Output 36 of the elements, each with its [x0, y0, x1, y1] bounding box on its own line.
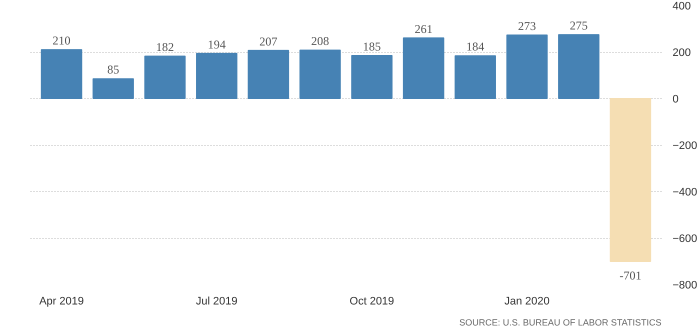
x-tick-label: Jan 2020 [504, 296, 550, 308]
y-tick-label: −200 [672, 140, 698, 152]
data-label: 275 [570, 18, 588, 33]
bar [558, 34, 600, 99]
data-label: 182 [156, 40, 174, 54]
y-tick-label: 400 [672, 0, 691, 12]
data-label: 185 [362, 39, 381, 54]
bar [506, 34, 548, 99]
data-label: 194 [208, 37, 226, 52]
x-tick-label: Apr 2019 [39, 296, 84, 308]
data-label: 210 [52, 34, 71, 48]
bar [351, 54, 393, 99]
data-label: 208 [311, 34, 330, 48]
source-note: SOURCE: U.S. BUREAU OF LABOR STATISTICS [459, 318, 662, 328]
data-label: -701 [619, 268, 642, 282]
bar [92, 78, 134, 99]
y-tick-label: −400 [672, 186, 698, 198]
bar [196, 52, 238, 99]
bar [402, 37, 444, 99]
x-tick-label: Jul 2019 [196, 296, 238, 308]
bar [454, 55, 496, 99]
bar [40, 49, 82, 99]
bar [248, 50, 290, 99]
y-tick-label: 200 [672, 47, 691, 59]
bar [610, 98, 652, 262]
data-label: 273 [518, 19, 536, 34]
y-tick-label: 0 [672, 94, 679, 106]
x-tick-label: Oct 2019 [350, 296, 394, 308]
bar [299, 50, 341, 99]
y-tick-label: −600 [672, 233, 698, 245]
data-label: 261 [414, 22, 433, 36]
data-label: 207 [259, 34, 278, 48]
data-label: 85 [107, 62, 120, 77]
data-label: 184 [466, 40, 484, 54]
bar [144, 56, 186, 99]
y-tick-label: −800 [672, 280, 698, 292]
